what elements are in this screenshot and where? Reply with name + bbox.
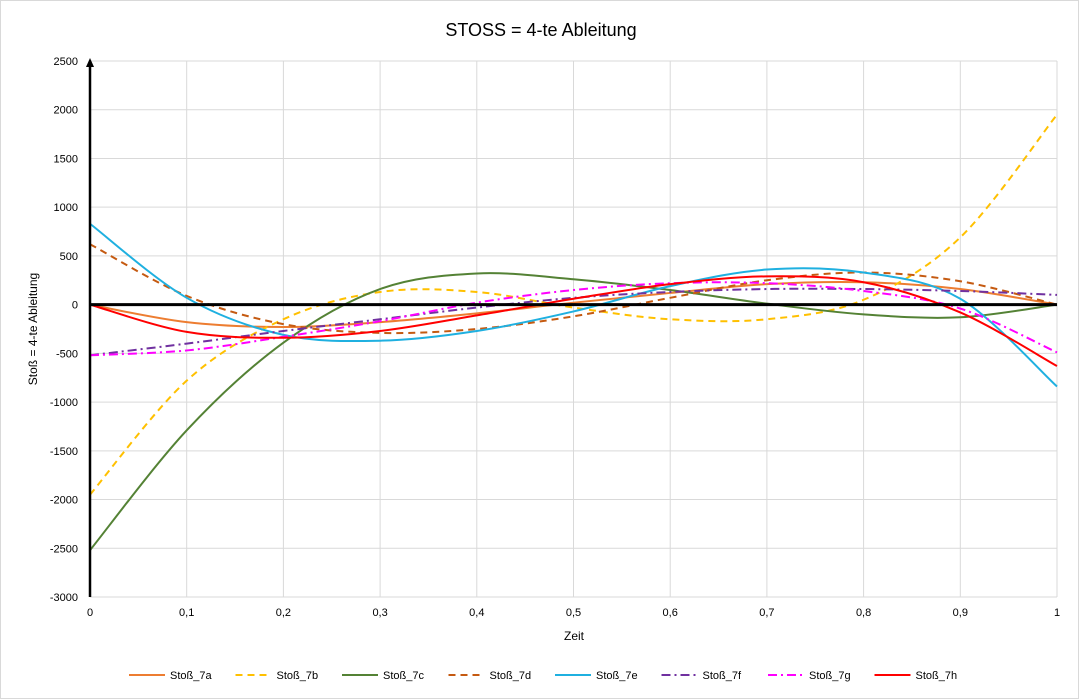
legend-entry: Stoß_7e [555,670,638,682]
y-tick-label: 2000 [54,105,78,117]
y-tick-label: -2000 [50,495,78,507]
y-tick-label: -2500 [50,543,78,555]
legend-label: Stoß_7f [703,670,742,682]
legend-label: Stoß_7b [277,670,319,682]
legend-entry: Stoß_7d [448,670,532,682]
legend-label: Stoß_7e [596,670,638,682]
legend-entry: Stoß_7a [129,670,212,682]
x-tick-label: 0 [87,607,93,619]
series-line-Stoß_7b [89,113,1058,496]
x-tick-label: 0,9 [953,607,968,619]
legend-label: Stoß_7g [809,670,851,682]
y-axis-title: Stoß = 4-te Ableitung [26,273,40,385]
x-tick-label: 0,1 [179,607,194,619]
series-line-Stoß_7g [89,281,1058,357]
x-tick-label: 0,6 [663,607,678,619]
y-tick-label: 0 [72,300,78,312]
y-tick-label: 1000 [54,202,78,214]
grid-layer [89,60,1058,598]
x-tick-label: 0,3 [372,607,387,619]
y-tick-label: 500 [60,251,78,263]
legend-entry: Stoß_7h [874,670,958,682]
y-tick-label: -500 [56,348,78,360]
x-tick-label: 0,2 [276,607,291,619]
y-tick-label: -3000 [50,592,78,604]
series-layer [89,113,1058,551]
legend-entry: Stoß_7f [661,670,742,682]
y-tick-label: -1500 [50,446,78,458]
series-line-Stoß_7h [89,275,1058,367]
y-tick-label: -1000 [50,397,78,409]
y-tick-label: 1500 [54,153,78,165]
tick-layer: 2500 2000 1500 1000 500 0 -500 -1000 -1500 -2000 -… [50,56,1060,619]
x-tick-label: 0,8 [856,607,871,619]
y-tick-label: 2500 [54,56,78,68]
legend-label: Stoß_7c [383,670,424,682]
y-axis-arrow [86,58,94,67]
x-axis-title: Zeit [564,629,585,643]
chart-title: STOSS = 4-te Ableitung [445,20,636,40]
legend-label: Stoß_7a [170,670,212,682]
legend: Stoß_7a Stoß_7b Stoß_7c Stoß_7d Stoß_7e Stoß_… [129,670,957,682]
legend-entry: Stoß_7b [235,670,319,682]
x-tick-label: 0,4 [469,607,484,619]
legend-label: Stoß_7h [916,670,958,682]
series-line-Stoß_7c [89,272,1058,551]
series-line-Stoß_7e [89,222,1058,388]
legend-label: Stoß_7d [490,670,532,682]
axis-layer [86,58,1057,597]
x-tick-label: 0,7 [759,607,774,619]
x-tick-label: 0,5 [566,607,581,619]
series-line-Stoß_7d [89,243,1058,335]
legend-entry: Stoß_7c [342,670,424,682]
x-tick-label: 1 [1054,607,1060,619]
legend-entry: Stoß_7g [768,670,851,682]
